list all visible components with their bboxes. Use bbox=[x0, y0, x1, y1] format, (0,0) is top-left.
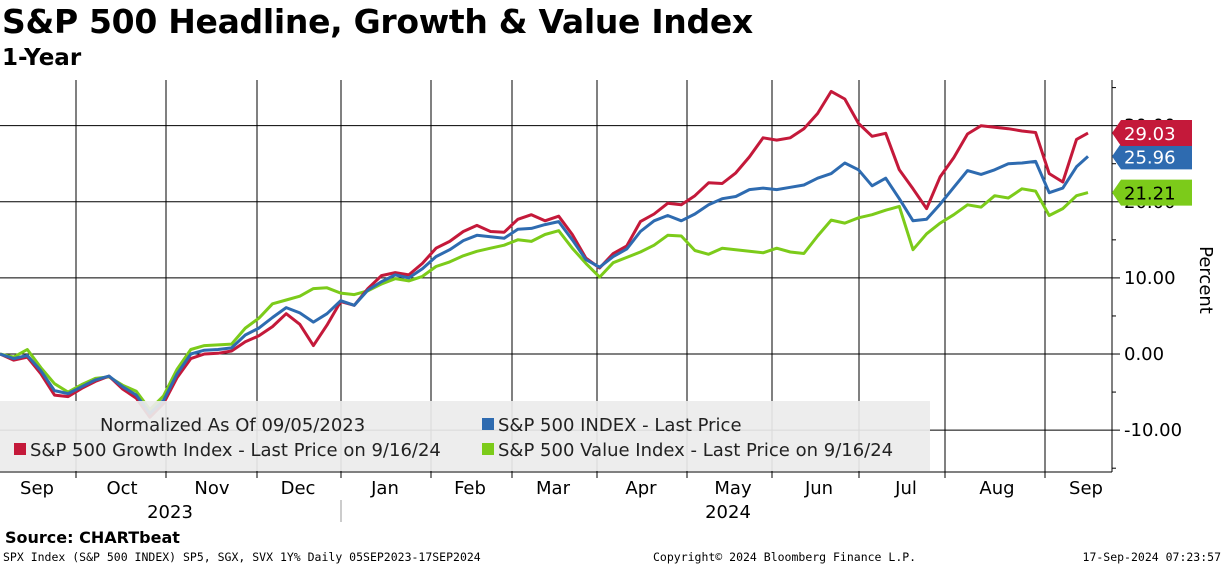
tag-label: 21.21 bbox=[1124, 184, 1176, 205]
x-month-label: Aug bbox=[979, 478, 1014, 499]
source-note: Source: CHARTbeat bbox=[5, 528, 180, 547]
legend-label-growth: S&P 500 Growth Index - Last Price on 9/1… bbox=[30, 440, 441, 461]
x-month-label: Mar bbox=[536, 478, 571, 499]
legend-swatch-value bbox=[482, 443, 494, 455]
y-tick-label: 0.00 bbox=[1124, 344, 1164, 365]
x-month-label: Apr bbox=[625, 478, 657, 499]
series-line-value bbox=[0, 187, 1089, 412]
last-value-tag-headline: 25.96 bbox=[1112, 143, 1192, 170]
series-line-growth bbox=[0, 89, 1089, 419]
x-month-label: Feb bbox=[454, 478, 486, 499]
tag-box bbox=[1112, 179, 1192, 206]
legend-swatch-headline bbox=[482, 418, 494, 430]
x-month-label: Nov bbox=[194, 478, 229, 499]
y-tick-label: 10.00 bbox=[1124, 268, 1176, 289]
footer-ticker-info: SPX Index (S&P 500 INDEX) SP5, SGX, SVX … bbox=[3, 550, 481, 564]
x-year-label: 2024 bbox=[705, 502, 751, 523]
y-axis-title: Percent bbox=[1195, 246, 1216, 314]
x-month-label: Jun bbox=[804, 478, 833, 499]
legend-background bbox=[0, 401, 930, 471]
x-month-label: Oct bbox=[106, 478, 137, 499]
chart-subtitle: 1-Year bbox=[2, 45, 82, 71]
legend: Normalized As Of 09/05/2023 S&P 500 INDEX… bbox=[0, 401, 930, 471]
tag-label: 25.96 bbox=[1124, 147, 1176, 168]
x-month-label: Jul bbox=[894, 478, 917, 499]
x-month-label: Dec bbox=[281, 478, 316, 499]
footer-timestamp: 17-Sep-2024 07:23:57 bbox=[1082, 550, 1221, 564]
legend-label-value: S&P 500 Value Index - Last Price on 9/16… bbox=[498, 440, 893, 461]
x-year-label: 2023 bbox=[147, 502, 193, 523]
chart-title: S&P 500 Headline, Growth & Value Index bbox=[2, 2, 753, 41]
x-month-label: May bbox=[714, 478, 752, 499]
tag-label: 29.03 bbox=[1124, 124, 1176, 145]
x-month-label: Sep bbox=[1069, 478, 1103, 499]
last-value-tag-growth: 29.03 bbox=[1112, 120, 1192, 147]
y-tick-label: -10.00 bbox=[1124, 420, 1182, 441]
footer-copyright: Copyright© 2024 Bloomberg Finance L.P. bbox=[653, 550, 917, 564]
tag-box bbox=[1112, 120, 1192, 147]
series-line-headline bbox=[0, 155, 1090, 415]
x-month-label: Jan bbox=[370, 478, 399, 499]
legend-note: Normalized As Of 09/05/2023 bbox=[100, 415, 365, 436]
last-value-tag-value: 21.21 bbox=[1112, 179, 1192, 206]
tag-box bbox=[1112, 143, 1192, 170]
x-month-label: Sep bbox=[20, 478, 54, 499]
legend-swatch-growth bbox=[14, 443, 26, 455]
legend-label-headline: S&P 500 INDEX - Last Price bbox=[498, 415, 742, 436]
